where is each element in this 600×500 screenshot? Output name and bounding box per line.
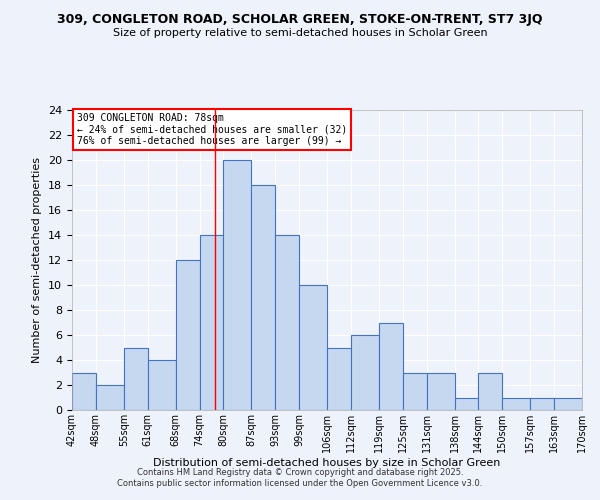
Bar [427,372,455,410]
Y-axis label: Number of semi-detached properties: Number of semi-detached properties [32,157,43,363]
Bar [502,398,530,410]
Bar [96,385,124,410]
Bar [351,335,379,410]
Text: 309, CONGLETON ROAD, SCHOLAR GREEN, STOKE-ON-TRENT, ST7 3JQ: 309, CONGLETON ROAD, SCHOLAR GREEN, STOK… [57,12,543,26]
Bar [72,372,96,410]
Bar [223,160,251,410]
Bar [176,260,199,410]
Bar [403,372,427,410]
Text: 309 CONGLETON ROAD: 78sqm
← 24% of semi-detached houses are smaller (32)
76% of : 309 CONGLETON ROAD: 78sqm ← 24% of semi-… [77,113,347,146]
Bar [327,348,351,410]
Bar [530,398,554,410]
Bar [251,185,275,410]
Bar [124,348,148,410]
Text: Contains HM Land Registry data © Crown copyright and database right 2025.
Contai: Contains HM Land Registry data © Crown c… [118,468,482,487]
Bar [554,398,582,410]
Bar [478,372,502,410]
X-axis label: Distribution of semi-detached houses by size in Scholar Green: Distribution of semi-detached houses by … [154,458,500,468]
Text: Size of property relative to semi-detached houses in Scholar Green: Size of property relative to semi-detach… [113,28,487,38]
Bar [299,285,327,410]
Bar [275,235,299,410]
Bar [379,322,403,410]
Bar [148,360,176,410]
Bar [455,398,478,410]
Bar [199,235,223,410]
